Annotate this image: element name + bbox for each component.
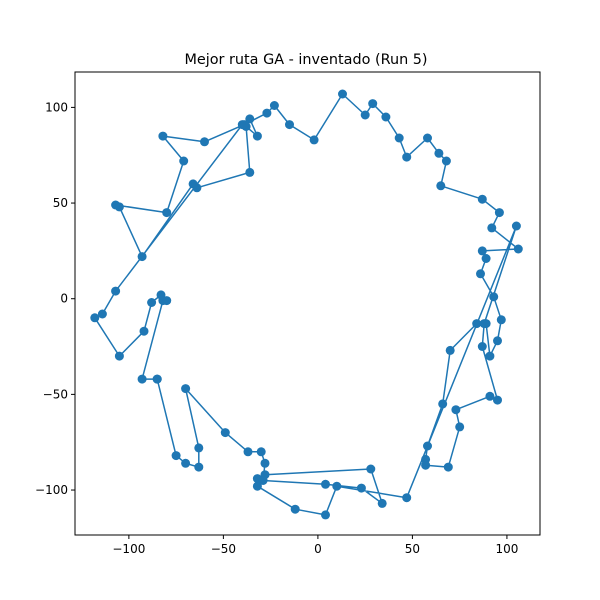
route-point [493, 395, 502, 405]
route-point [256, 447, 266, 457]
route-point [179, 156, 189, 166]
route-point [252, 131, 262, 141]
route-point [194, 462, 204, 472]
route-point [285, 120, 294, 130]
y-tick-label: 0 [60, 292, 68, 306]
route-point [472, 319, 482, 329]
route-point [481, 254, 491, 263]
route-point [445, 345, 455, 355]
route-point [494, 208, 504, 218]
route-point [181, 458, 191, 468]
x-tick-label: 0 [314, 542, 322, 556]
route-point [309, 135, 319, 145]
route-point [356, 483, 366, 493]
route-point [423, 441, 432, 451]
route-point [156, 290, 166, 300]
y-tick-label: −100 [35, 483, 68, 497]
chart-title: Mejor ruta GA - inventado (Run 5) [184, 52, 427, 68]
route-point [381, 112, 391, 122]
route-point [485, 391, 495, 401]
route-point [477, 342, 487, 351]
y-tick-label: 50 [53, 196, 68, 210]
route-point [188, 179, 198, 189]
route-point [436, 181, 446, 191]
route-point [90, 313, 100, 323]
route-point [321, 479, 330, 489]
route-point [194, 443, 204, 453]
route-point [243, 447, 253, 457]
route-point [162, 208, 172, 218]
route-point [366, 464, 376, 474]
route-point [262, 108, 272, 118]
route-point [368, 99, 378, 109]
route-point [97, 309, 107, 319]
route-point [147, 298, 157, 307]
route-point [455, 422, 465, 432]
route-point [451, 405, 461, 415]
x-tick-label: −100 [112, 542, 145, 556]
route-point [434, 148, 444, 158]
route-point [443, 462, 453, 472]
route-point [477, 246, 487, 256]
route-point [496, 315, 506, 325]
route-point [269, 101, 279, 110]
route-point [252, 481, 262, 491]
route-point [402, 152, 412, 162]
route-point [487, 223, 497, 233]
route-point [239, 120, 249, 130]
route-point [162, 296, 172, 306]
y-tick-label: −50 [43, 387, 68, 401]
route-point [200, 137, 209, 147]
route-line [94, 93, 520, 516]
y-axis: −100 −50 0 50 100 [35, 100, 75, 497]
x-tick-label: 100 [495, 542, 518, 556]
route-point [111, 200, 121, 210]
route-point [476, 269, 485, 279]
route-point [485, 351, 495, 361]
route-point [114, 351, 124, 361]
route-point [137, 252, 147, 262]
route-point [158, 131, 168, 141]
route-point [360, 110, 370, 120]
route-point [338, 89, 347, 99]
route-point [479, 319, 489, 329]
route-point [511, 221, 521, 231]
route-point [489, 292, 499, 302]
route-point [321, 510, 330, 520]
route-point [423, 133, 432, 143]
route-point [139, 326, 149, 336]
route-point [441, 156, 451, 166]
route-point [111, 286, 121, 296]
route-point [245, 167, 255, 177]
route-point [332, 481, 342, 491]
route-point [290, 504, 300, 514]
route-point [260, 458, 270, 468]
route-point [394, 133, 404, 143]
route-point [493, 336, 502, 346]
plot-frame [74, 71, 541, 536]
route-point [152, 374, 162, 384]
route-point [258, 476, 268, 485]
route-point [402, 493, 412, 503]
x-axis: −100 −50 0 50 100 [112, 535, 518, 556]
route-point [421, 460, 431, 470]
route-point [171, 451, 181, 461]
route-point [220, 428, 230, 438]
route-point [181, 384, 191, 394]
route-points [90, 89, 523, 520]
axes: −100 −50 0 50 100 −100 −50 0 50 100 [35, 71, 541, 556]
route-point [477, 194, 487, 204]
x-tick-label: −50 [211, 542, 236, 556]
route-point [377, 498, 387, 508]
y-tick-label: 100 [45, 100, 68, 114]
x-tick-label: 50 [405, 542, 420, 556]
route-point [438, 399, 448, 409]
route-point [513, 244, 523, 254]
route-point [245, 114, 255, 124]
route-point [137, 374, 147, 384]
